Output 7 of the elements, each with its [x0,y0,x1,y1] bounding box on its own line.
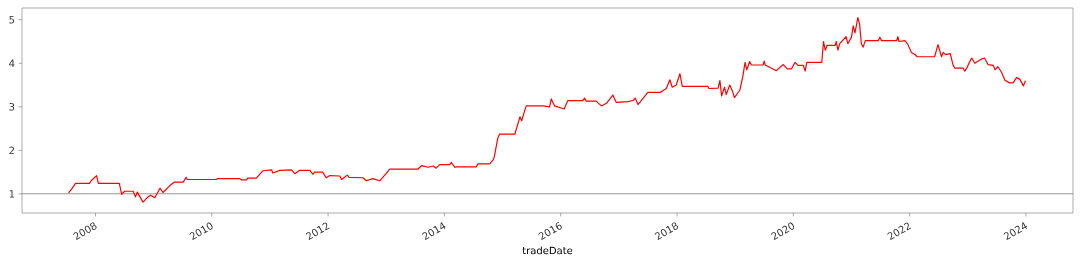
y-tick-label: 5 [9,16,15,24]
x-axis-title: tradeDate [522,246,573,255]
y-tick-label: 1 [9,190,15,198]
line-series [67,16,1027,203]
y-tick-label: 2 [9,146,15,155]
y-tick-label: 3 [9,103,15,111]
y-tick-label: 4 [9,59,15,67]
